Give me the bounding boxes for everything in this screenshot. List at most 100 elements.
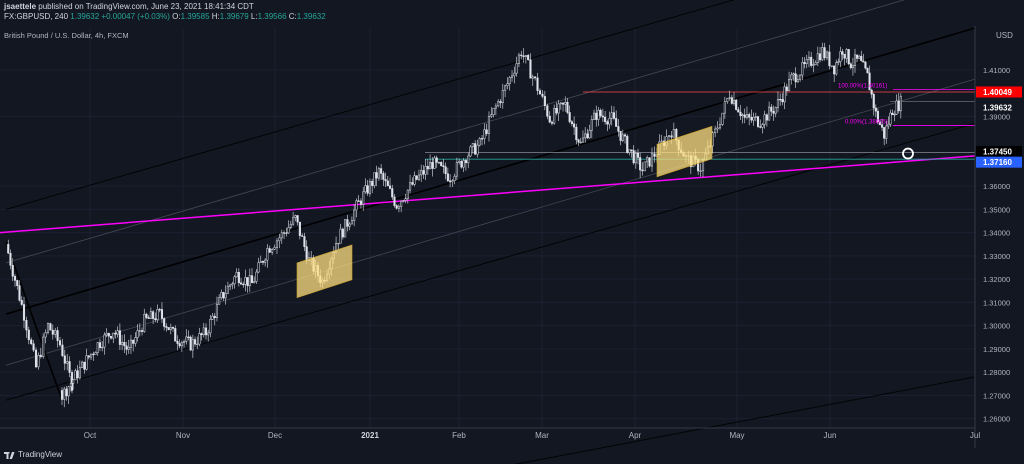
candle-body [570,121,573,125]
candle-body [449,180,452,183]
candle-body [437,162,441,164]
candle-body [18,285,21,301]
candle-body [298,221,301,236]
candle-body [520,54,523,57]
candle-body [39,355,42,357]
candle-body [285,232,288,234]
candle-body [149,311,152,319]
candle-body [830,65,833,67]
candle-body [759,126,762,128]
annotations: 100.00%(1.40161) 0.00%(1.38605) [296,83,914,299]
candle-body [860,55,863,62]
price-tick-label: 1.31000 [983,298,1010,307]
candle-body [386,180,389,187]
support-line [0,155,976,234]
candle-body [895,100,898,115]
candle-body [527,55,530,60]
candle-body [280,232,283,239]
publish-info: jsaettele published on TradingView.com, … [4,2,254,11]
candle-body [237,272,240,284]
candle-body [756,116,760,127]
candle-body [56,330,59,341]
candle-body [497,101,500,107]
price-axis: 1.41000 1.39000 1.36000 1.35000 1.34000 1.330… [983,66,1010,424]
header-bar: jsaettele published on TradingView.com, … [0,0,1024,24]
candle-body [601,115,604,118]
publisher-name[interactable]: jsaettele [4,2,37,11]
candle-body [83,361,86,370]
fib-label: 0.00%(1.38605) [845,119,888,125]
published-text: published on TradingView.com, June 23, 2… [38,2,254,11]
footer-brand[interactable]: TradingView [18,450,63,459]
candle-body [765,114,768,121]
circle-marker [902,147,914,160]
price-level-labels: 1.40049 1.39632 1.37450 1.37160 [976,86,1022,168]
candle-body [366,185,369,194]
candle-body [105,333,108,336]
candle-body [116,330,119,335]
candle-body [368,181,371,194]
price-tick-label: 1.27000 [983,391,1010,400]
candle-body [723,101,726,114]
candle-body [49,323,52,331]
symbol-label[interactable]: FX:GBPUSD, 240 [4,12,69,21]
symbol-ohlc-line: FX:GBPUSD, 240 1.39632 +0.00047 (+0.03%)… [4,12,326,21]
candle-body [584,133,587,139]
candle-body [359,200,363,205]
candle-body [255,271,258,282]
candle-body [132,339,135,344]
candle-body [147,317,150,319]
candle-body [870,89,873,95]
candle-body [785,86,788,91]
candle-body [885,125,888,139]
candle-body [845,49,848,59]
ohlc-o-label: O: [172,12,181,21]
candle-body [853,54,857,66]
candle-body [823,47,826,59]
price-level-badge [976,156,1022,168]
ohlc-h-label: H: [211,12,220,21]
candle-body [61,344,64,357]
candle-body [275,240,279,248]
candle-body [553,108,556,124]
candle-body [619,130,622,141]
candle-body [268,248,271,253]
candle-body [641,169,644,172]
candle-body [534,76,537,79]
candle-body [779,98,782,101]
candle-body [397,206,400,209]
candle-body [841,51,844,55]
price-tick-label: 1.36000 [983,182,1010,191]
candle-body [121,342,124,345]
candle-body [72,379,75,384]
candle-body [864,61,867,69]
candle-body [606,121,609,125]
channel-line-lower [5,122,976,401]
candle-body [881,124,884,128]
candle-body [261,261,265,263]
candle-body [426,166,429,170]
candle-body [127,346,130,350]
candle-body [87,355,90,358]
candle-body [226,285,229,294]
candle-body [816,53,819,63]
candle-body [27,329,30,341]
candle-body [597,109,600,120]
candle-body [415,175,418,180]
candle-body [152,311,155,319]
candle-body [344,219,347,238]
candle-body [200,333,203,336]
candle-body [233,276,236,285]
candle-body [94,352,97,355]
candle-body [833,65,836,75]
candle-body [763,114,766,125]
candle-body [409,182,412,191]
candle-body [136,330,139,338]
candle-body [483,129,486,139]
candle-body [204,327,208,336]
candle-body [672,129,675,138]
candle-body [9,252,12,266]
candle-body [76,370,79,379]
candle-body [348,223,351,227]
